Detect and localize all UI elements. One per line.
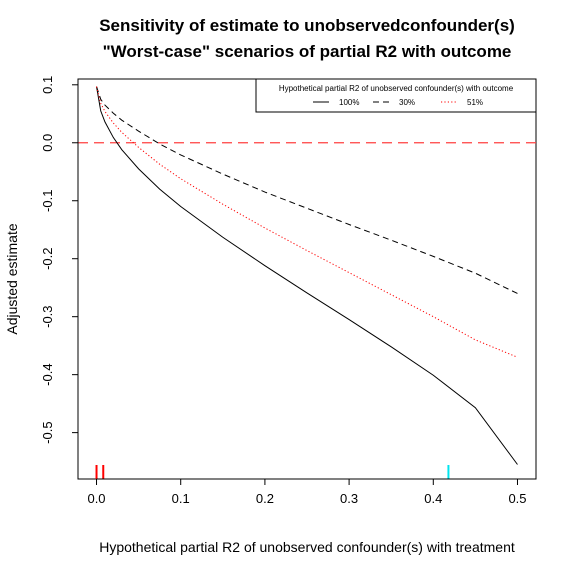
plot-frame [77, 78, 537, 480]
legend-box [255, 78, 537, 113]
rug-layer [95, 465, 450, 479]
y-tick-label: -0.1 [40, 190, 55, 212]
x-tick-label: 0.4 [424, 491, 442, 506]
y-tick-label: -0.3 [40, 305, 55, 327]
chart-title: Sensitivity of estimate to unobservedcon… [99, 16, 515, 35]
legend-label-3: 51% [467, 98, 483, 107]
x-axis-label: Hypothetical partial R2 of unobserved co… [99, 539, 515, 555]
legend-label-1: 100% [339, 98, 359, 107]
y-tick-label: -0.4 [40, 363, 55, 385]
y-axis: 0.1 0.0 -0.1 -0.2 -0.3 -0.4 -0.5 [40, 76, 79, 444]
x-tick-label: 0.5 [508, 491, 526, 506]
y-axis-label: Adjusted estimate [4, 223, 20, 334]
x-tick-label: 0.0 [87, 491, 105, 506]
series-line-2 [96, 86, 518, 294]
x-tick-label: 0.2 [256, 491, 274, 506]
x-tick-label: 0.1 [172, 491, 190, 506]
legend-label-2: 30% [399, 98, 415, 107]
x-tick-label: 0.3 [340, 491, 358, 506]
series-line-1 [96, 86, 518, 465]
series-line-3 [96, 86, 518, 358]
legend-entries: 100% 30% 51% [313, 98, 483, 107]
legend: Hypothetical partial R2 of unobserved co… [255, 78, 537, 113]
y-tick-label: 0.0 [40, 134, 55, 152]
series-layer [96, 86, 518, 465]
legend-title: Hypothetical partial R2 of unobserved co… [279, 84, 514, 93]
y-tick-label: 0.1 [40, 76, 55, 94]
x-axis: 0.0 0.1 0.2 0.3 0.4 0.5 [87, 478, 527, 506]
y-tick-label: -0.2 [40, 248, 55, 270]
chart-subtitle: "Worst-case" scenarios of partial R2 wit… [103, 42, 512, 61]
y-tick-label: -0.5 [40, 421, 55, 443]
